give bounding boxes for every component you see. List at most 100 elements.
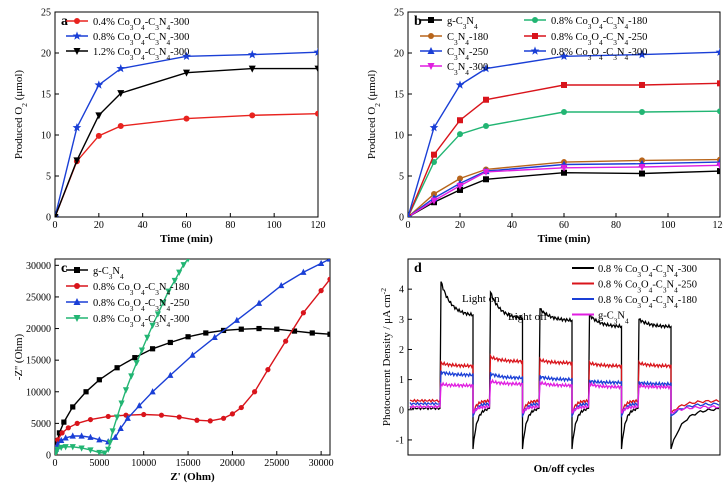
x-axis-label: On/off cycles [534, 463, 596, 475]
data-point [117, 90, 125, 98]
y-tick-label: 10000 [26, 387, 51, 398]
series-line [409, 378, 720, 414]
data-point [717, 168, 720, 175]
data-point [427, 47, 435, 54]
data-point [58, 436, 65, 444]
data-point [78, 432, 85, 439]
x-tick-label: 20 [455, 220, 465, 231]
data-point [186, 259, 190, 263]
data-point [274, 326, 280, 332]
y-tick-label: 20 [394, 49, 404, 60]
data-point [96, 377, 102, 383]
data-point [185, 334, 191, 340]
data-point [189, 351, 196, 358]
panel-letter: b [414, 14, 422, 29]
data-point [639, 109, 645, 116]
panel-d: -1 0 1 2 3 4 On/off cycles Photocurrent Density… [379, 258, 721, 475]
data-point [318, 288, 324, 294]
data-point [95, 132, 102, 139]
data-point [96, 436, 103, 443]
y-tick-label: 0 [46, 213, 51, 224]
data-point [560, 164, 568, 172]
y-tick-label: 5000 [31, 419, 51, 430]
y-tick-label: 15000 [26, 356, 51, 367]
y-tick-label: 25 [41, 8, 51, 19]
x-tick-label: 120 [311, 220, 326, 231]
data-point [106, 439, 114, 446]
x-tick-label: 80 [611, 220, 621, 231]
data-point [58, 444, 65, 452]
plot-area [55, 259, 330, 455]
data-point [133, 360, 140, 367]
data-point [73, 157, 81, 165]
x-tick-label: 15000 [176, 458, 201, 469]
panel-letter: d [414, 261, 422, 276]
panel-b: 0 5 10 15 20 25 0 20 40 60 80 100 120 Time (min) Produ… [366, 8, 723, 246]
legend-label: 1.2% Co3O4-C3N4-300 [93, 47, 189, 62]
legend-label: 0.8% Co3O4-C3N4-250 [551, 32, 647, 47]
data-point [144, 334, 151, 341]
data-point [637, 50, 647, 59]
data-point [313, 47, 318, 56]
plot-frame [54, 258, 331, 456]
x-axis-label: Z' (Ohm) [170, 471, 215, 483]
y-axis-label: Photocurrent Density / μA cm-2 [379, 288, 394, 426]
series-line [55, 51, 318, 217]
data-point [69, 444, 76, 451]
legend-label: 0.8% Co3O4-C3N4-250 [93, 298, 189, 313]
y-tick-label: 4 [399, 285, 404, 296]
legend-label: C3N4-300 [447, 62, 488, 77]
y-tick-label: 10 [394, 131, 404, 142]
x-tick-label: 30000 [309, 458, 334, 469]
y-tick-label: 25000 [26, 292, 51, 303]
plot-area [55, 47, 318, 217]
data-point [165, 288, 172, 295]
data-point [561, 81, 567, 88]
data-point [160, 300, 167, 307]
x-tick-label: 20 [94, 220, 104, 231]
data-point [639, 170, 645, 177]
series-line [409, 370, 720, 419]
x-tick-label: 80 [225, 220, 235, 231]
data-point [138, 347, 146, 354]
data-point [457, 117, 463, 124]
series-line [55, 113, 318, 217]
x-tick-label: 100 [661, 220, 676, 231]
data-point [229, 411, 236, 417]
data-point [171, 277, 178, 285]
panel-c: 0 5000 10000 15000 20000 25000 30000 0 5000 10000… [13, 258, 334, 483]
data-point [326, 259, 330, 262]
data-point [105, 446, 112, 453]
data-point [74, 18, 80, 24]
data-point [327, 276, 330, 282]
data-point [457, 175, 463, 182]
data-point [83, 389, 89, 395]
data-point [55, 214, 59, 217]
data-point [55, 437, 61, 443]
y-tick-label: 5 [399, 172, 404, 183]
data-point [233, 316, 240, 323]
data-point [483, 122, 489, 129]
data-point [314, 65, 318, 73]
data-point [61, 419, 67, 425]
x-tick-label: 20000 [220, 458, 245, 469]
y-axis-label: -Z'' (Ohm) [13, 333, 25, 380]
data-point [431, 191, 437, 198]
data-point [559, 51, 569, 60]
data-point [638, 163, 646, 171]
data-point [59, 430, 65, 436]
data-point [73, 315, 81, 322]
data-point [717, 80, 720, 87]
data-point [73, 298, 81, 305]
data-point [716, 162, 720, 170]
data-point [183, 115, 190, 122]
data-point [194, 417, 200, 423]
data-point [109, 428, 116, 435]
x-tick-label: 60 [559, 220, 569, 231]
data-point [238, 326, 244, 332]
x-axis-label: Time (min) [160, 233, 213, 245]
legend-label: 0.8% Co3O4-C3N4-180 [551, 16, 647, 31]
data-point [167, 339, 173, 346]
data-point [141, 411, 147, 418]
